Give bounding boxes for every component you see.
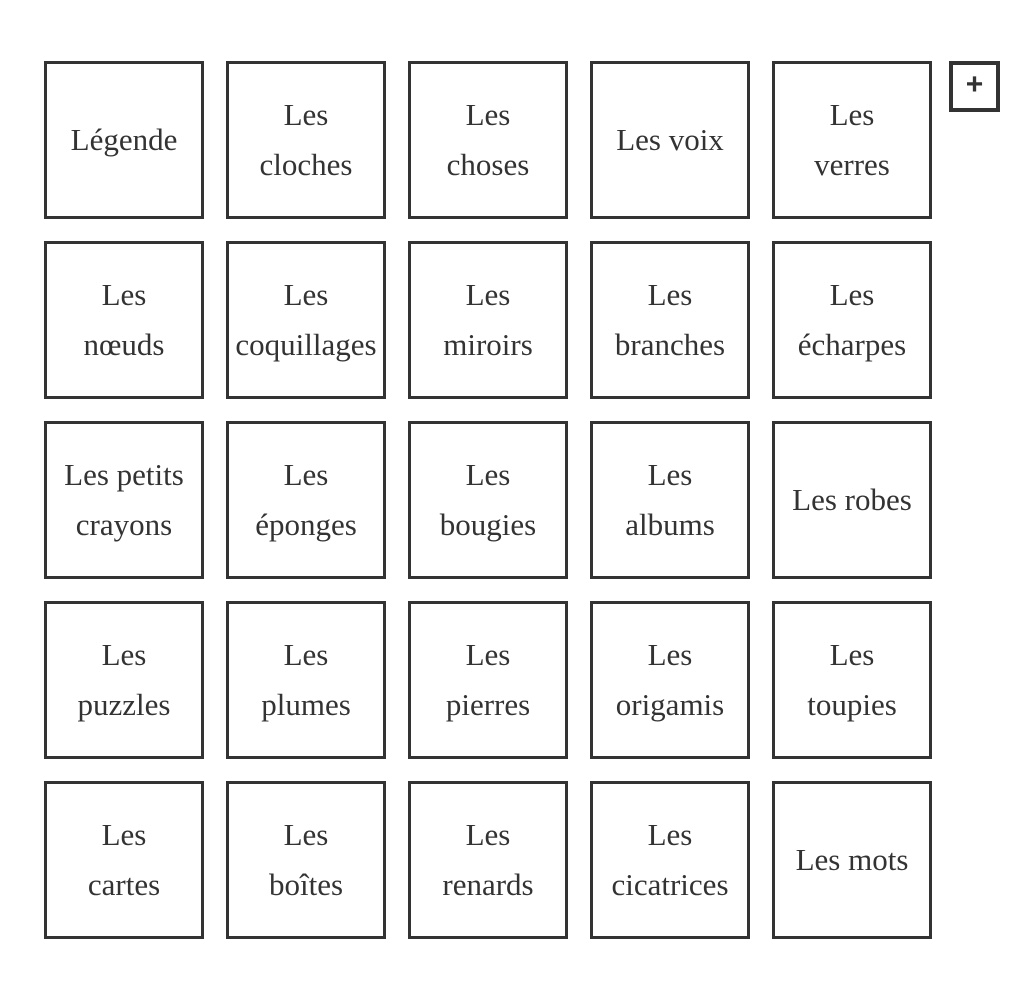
card[interactable]: Légende	[44, 61, 204, 219]
card[interactable]: Les robes	[772, 421, 932, 579]
card[interactable]: Les petits crayons	[44, 421, 204, 579]
card[interactable]: Les boîtes	[226, 781, 386, 939]
card[interactable]: Les cartes	[44, 781, 204, 939]
card[interactable]: Les éponges	[226, 421, 386, 579]
card[interactable]: Les mots	[772, 781, 932, 939]
card-grid: Légende Les cloches Les choses Les voix Les …	[44, 61, 932, 939]
card[interactable]: Les renards	[408, 781, 568, 939]
card[interactable]: Les plumes	[226, 601, 386, 759]
card[interactable]: Les pierres	[408, 601, 568, 759]
card[interactable]: Les puzzles	[44, 601, 204, 759]
card[interactable]: Les voix	[590, 61, 750, 219]
card[interactable]: Les miroirs	[408, 241, 568, 399]
card[interactable]: Les bougies	[408, 421, 568, 579]
card[interactable]: Les branches	[590, 241, 750, 399]
add-card-button[interactable]: +	[949, 61, 1000, 112]
card[interactable]: Les cloches	[226, 61, 386, 219]
card[interactable]: Les coquillages	[226, 241, 386, 399]
card[interactable]: Les albums	[590, 421, 750, 579]
card[interactable]: Les origamis	[590, 601, 750, 759]
card[interactable]: Les choses	[408, 61, 568, 219]
card[interactable]: Les écharpes	[772, 241, 932, 399]
card[interactable]: Les nœuds	[44, 241, 204, 399]
card[interactable]: Les cicatrices	[590, 781, 750, 939]
card[interactable]: Les toupies	[772, 601, 932, 759]
card[interactable]: Les verres	[772, 61, 932, 219]
